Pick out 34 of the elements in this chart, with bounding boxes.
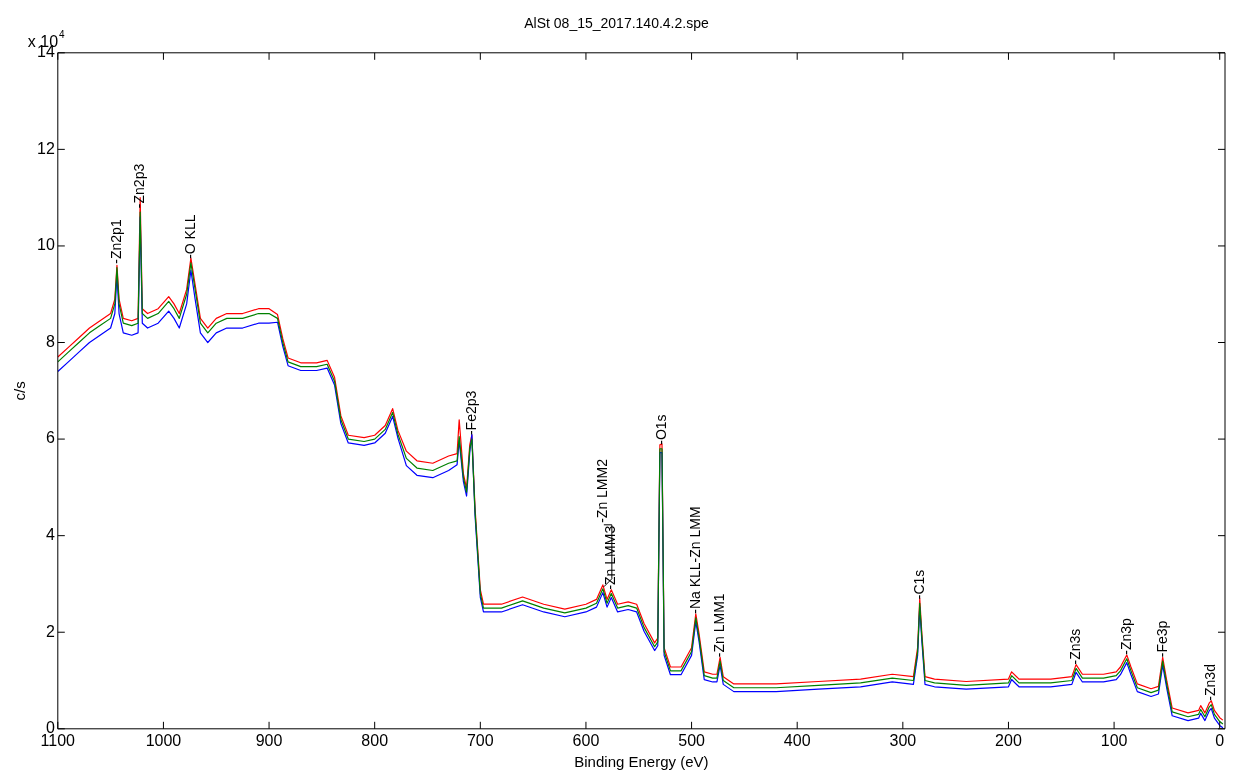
y-axis-title: c/s [11,381,29,401]
annotation: -Na KLL-Zn LMM [686,506,703,614]
x-tick-label: 100 [1100,731,1128,749]
annotation: -Zn2p3 [131,163,148,209]
annotation: -Zn2p1 [107,219,124,264]
annotation: -Fe3p [1153,620,1170,658]
annotation: -Zn LMM3 [602,525,619,590]
x-tick-label: 0 [1215,731,1225,749]
annotation: -Zn3s [1066,628,1083,665]
annotation: -C1s [910,569,927,600]
y-tick-label: 10 [37,236,55,254]
y-tick-label: 12 [37,139,55,157]
annotation: -Zn LMM1 [710,593,727,658]
y-tick-label: 8 [45,332,55,350]
y-tick-label: 6 [45,429,55,447]
annotation: -O1s [652,414,669,445]
x-tick-label: 600 [572,731,600,749]
y-tick-label: 4 [45,526,55,544]
annotation: -Zn3p [1117,618,1134,655]
y-tick-label: 2 [45,622,55,640]
x-tick-label: 900 [255,731,283,749]
annotation: -Zn3d [1202,664,1219,701]
x-tick-label: 500 [678,731,706,749]
annotation: -Fe2p3 [462,390,479,436]
x-tick-label: 800 [361,731,389,749]
chart-title: AlSt 08_15_2017.140.4.2.spe [524,15,709,32]
annotation: -Zn LMM2 [593,458,610,523]
x-tick-label: 300 [889,731,917,749]
x-tick-label: 1000 [145,731,182,749]
x-tick-label: 400 [783,731,811,749]
x-tick-label: 700 [466,731,494,749]
x-tick-label: 200 [995,731,1022,749]
x-axis-title: Binding Energy (eV) [574,753,709,771]
annotation: -O KLL [181,214,198,259]
